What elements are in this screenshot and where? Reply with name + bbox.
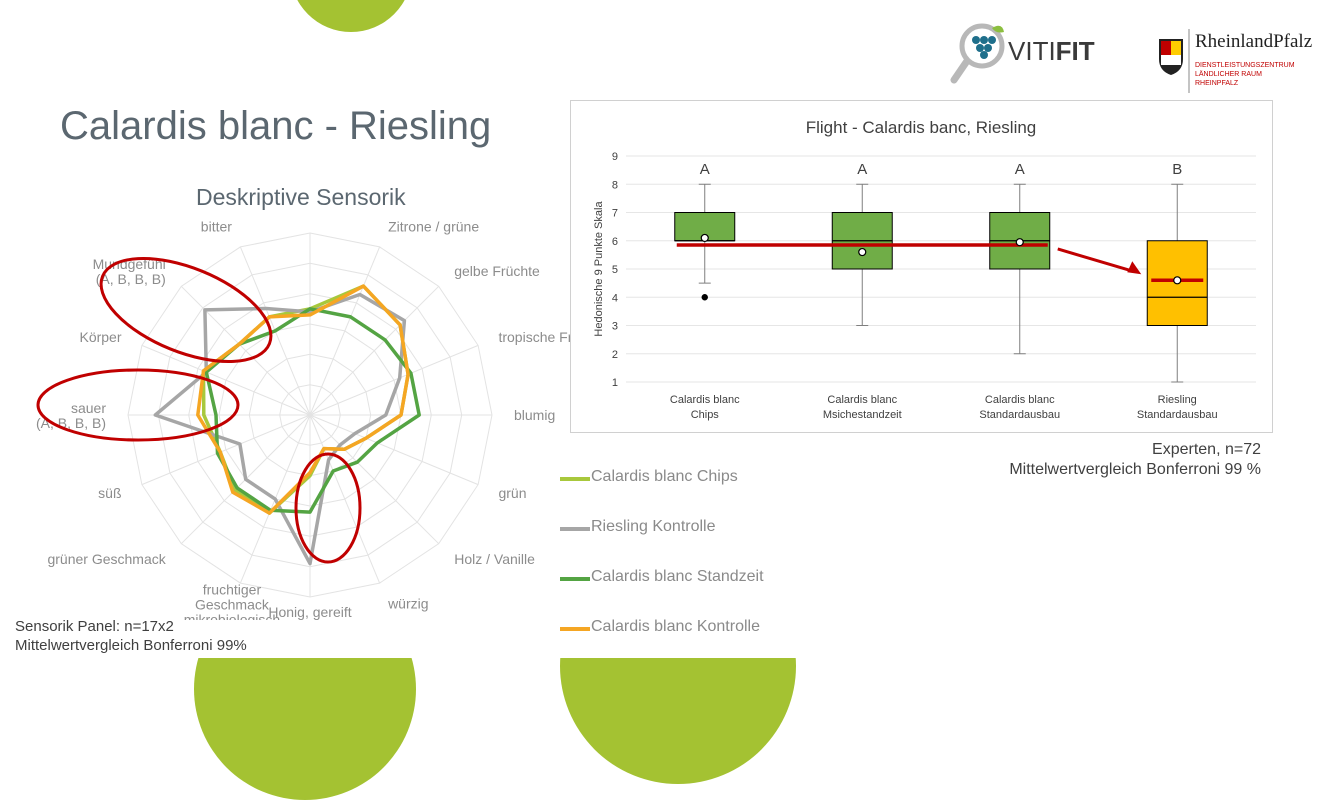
radar-title: Deskriptive Sensorik — [196, 184, 406, 210]
panel-note: Sensorik Panel: n=17x2 Mittelwertverglei… — [15, 617, 247, 655]
vitifit-logo: VITIFIT — [950, 23, 1095, 84]
radar-axis-label: Zitrone / grüne — [388, 220, 479, 235]
radar-axis-label: süß — [98, 485, 121, 501]
boxplot-ytick-label: 8 — [612, 179, 618, 191]
boxplot-ytick-label: 5 — [612, 264, 618, 276]
boxplot-ytick-label: 2 — [612, 349, 618, 361]
radar-axis-label: Körper — [79, 329, 121, 345]
boxplot-mean-marker — [858, 247, 867, 257]
radar-spoke — [309, 414, 381, 584]
legend-item: Riesling Kontrolle — [560, 518, 820, 538]
boxplot-category-label-line1: Riesling — [1158, 394, 1197, 406]
boxplot-chart: Flight - Calardis banc, Riesling Hedonisc… — [593, 118, 1256, 421]
radar-spoke — [141, 344, 311, 416]
svg-text:RheinlandPfalz: RheinlandPfalz — [1195, 31, 1312, 52]
radar-spoke — [180, 285, 311, 416]
radar-axis-label: tropische Früch — [498, 329, 580, 345]
radar-spoke — [309, 414, 440, 545]
legend-swatch — [560, 477, 590, 481]
boxplot-category-label-line2: Standardausbau — [1137, 409, 1218, 421]
radar-axis-label: Honig, gereift(A, AB, BC, C) — [265, 604, 354, 620]
boxplot-ytick-label: 3 — [612, 321, 618, 333]
decor-mask — [150, 540, 850, 658]
legend-swatch — [560, 627, 590, 631]
radar-axis-label: bitter — [201, 220, 232, 235]
boxplot-mean-marker — [1173, 276, 1182, 285]
boxplot-ylabel: Hedonische 9 Punkte Skala — [593, 201, 605, 337]
page-title: Calardis blanc - Riesling — [60, 104, 492, 148]
legend-swatch — [560, 527, 590, 531]
highlight-ellipse-honig — [294, 452, 362, 564]
svg-text:RHEINPFALZ: RHEINPFALZ — [1195, 80, 1239, 87]
boxplot-category-label-line2: Msichestandzeit — [823, 409, 902, 421]
svg-text:LÄNDLICHER RAUM: LÄNDLICHER RAUM — [1195, 70, 1262, 78]
radar-axis-label: sauer (A, B, B, B) — [36, 400, 106, 431]
radar-series-3 — [204, 307, 421, 514]
radar-series-2 — [153, 292, 407, 566]
boxplot-outlier — [701, 294, 708, 301]
panel-note-line1: Sensorik Panel: n=17x2 — [15, 618, 174, 635]
boxplot-category-label-line2: Chips — [691, 409, 720, 421]
boxplot-mean-marker — [700, 233, 709, 243]
legend-item: Calardis blanc Chips — [560, 468, 820, 488]
radar-spoke — [309, 414, 479, 486]
rheinland-pfalz-logo: RheinlandPfalz DIENSTLEISTUNGSZENTRUM LÄ… — [1159, 29, 1312, 93]
highlight-ellipse-mundgefuehl — [99, 256, 273, 364]
boxplot-title: Flight - Calardis banc, Riesling — [806, 118, 1037, 137]
radar-axis-label: grüner Geschmack — [47, 551, 166, 567]
legend-item: Calardis blanc Kontrolle — [560, 618, 820, 638]
radar-series-4 — [196, 284, 410, 515]
legend-label: Calardis blanc Standzeit — [591, 568, 764, 585]
svg-text:DIENSTLEISTUNGSZENTRUM: DIENSTLEISTUNGSZENTRUM — [1195, 62, 1295, 69]
radar-spoke — [141, 414, 311, 486]
decor-circle-top — [290, 0, 412, 32]
radar-axis-label: grün — [498, 485, 526, 501]
boxplot-group-letter: A — [700, 161, 710, 178]
radar-spoke — [309, 285, 440, 416]
radar-axis-label: Holz / Vanille — [454, 551, 535, 567]
legend-label: Calardis blanc Chips — [591, 468, 738, 485]
boxplot-mean-marker — [1015, 238, 1024, 247]
radar-spoke — [309, 246, 381, 416]
boxplot-panel: Flight - Calardis banc, Riesling Hedonisc… — [570, 100, 1273, 433]
boxplot-group-letter: A — [857, 161, 867, 178]
highlight-ellipse-sauer — [36, 368, 240, 442]
magnifier-icon — [959, 23, 1005, 69]
boxplot-category-label-line2: Standardausbau — [979, 409, 1060, 421]
boxplot-group-letter: A — [1015, 161, 1025, 178]
svg-text:VITIFIT: VITIFIT — [1008, 36, 1095, 66]
boxplot-category-label-line1: Calardis blanc — [827, 394, 897, 406]
boxplot-ytick-label: 7 — [612, 208, 618, 220]
radar-spoke — [309, 344, 479, 416]
boxplot-group-letter: B — [1172, 161, 1182, 178]
legend-label: Calardis blanc Kontrolle — [591, 618, 760, 635]
boxplot-ytick-label: 4 — [612, 292, 618, 304]
legend-swatch — [560, 577, 590, 581]
boxplot-category-label-line1: Calardis blanc — [985, 394, 1055, 406]
boxplot-ytick-label: 1 — [612, 377, 618, 389]
radar-axis-label: fruchtiger Geschmack mikrobiologisch — [184, 581, 280, 620]
boxplot-ytick-label: 6 — [612, 236, 618, 248]
boxplot-arrow — [1057, 247, 1134, 273]
radar-axis-label: würzig — [387, 595, 428, 611]
radar-axis-label: blumig — [514, 407, 555, 423]
boxplot-ytick-label: 9 — [612, 151, 618, 163]
boxplot-category-label-line1: Calardis blanc — [670, 394, 740, 406]
expert-note-line2: Mittelwertvergleich Bonferroni 99 % — [1009, 461, 1261, 478]
legend-item: Calardis blanc Standzeit — [560, 568, 820, 588]
expert-note-line1: Experten, n=72 — [1152, 441, 1261, 458]
legend-label: Riesling Kontrolle — [591, 518, 716, 535]
arrow-head-icon — [1127, 261, 1142, 275]
expert-note: Experten, n=72 Mittelwertvergleich Bonfe… — [1009, 440, 1261, 480]
radar-axis-label: gelbe Früchte — [454, 263, 540, 279]
panel-note-line2: Mittelwertvergleich Bonferroni 99% — [15, 637, 247, 654]
